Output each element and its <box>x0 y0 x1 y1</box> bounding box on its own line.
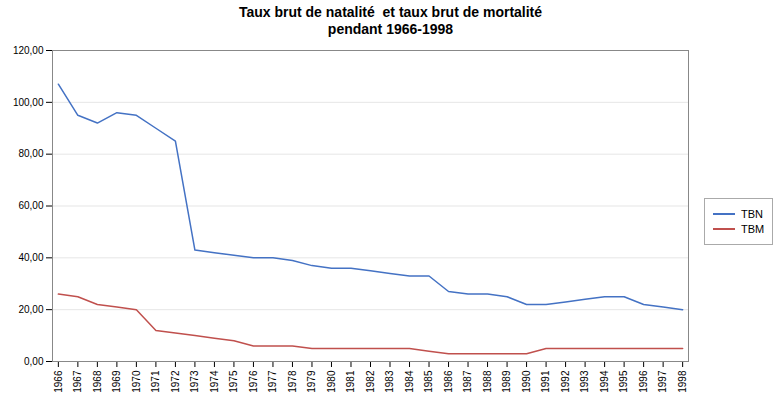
svg-text:1995: 1995 <box>618 370 629 393</box>
svg-text:0,00: 0,00 <box>24 356 44 367</box>
svg-text:1988: 1988 <box>482 370 493 393</box>
svg-text:1973: 1973 <box>189 370 200 393</box>
html-text:Taux brut de natalité et taux: Taux brut de natalité et taux brut de mo… <box>238 4 543 37</box>
svg-text:1994: 1994 <box>599 370 610 393</box>
svg-text:1998: 1998 <box>677 370 688 393</box>
svg-text:1983: 1983 <box>384 370 395 393</box>
svg-text:1969: 1969 <box>111 370 122 393</box>
svg-text:1977: 1977 <box>267 370 278 393</box>
svg-text:1991: 1991 <box>540 370 551 393</box>
svg-text:20,00: 20,00 <box>18 304 43 315</box>
html-text:TBN: TBN <box>741 208 763 220</box>
svg-text:1989: 1989 <box>501 370 512 393</box>
svg-text:1980: 1980 <box>326 370 337 393</box>
svg-text:1978: 1978 <box>287 370 298 393</box>
svg-text:1985: 1985 <box>423 370 434 393</box>
svg-text:1967: 1967 <box>72 370 83 393</box>
svg-text:1984: 1984 <box>404 370 415 393</box>
svg-text:1996: 1996 <box>638 370 649 393</box>
svg-text:1982: 1982 <box>365 370 376 393</box>
svg-text:1974: 1974 <box>209 370 220 393</box>
svg-text:1968: 1968 <box>92 370 103 393</box>
svg-text:1993: 1993 <box>579 370 590 393</box>
svg-text:1987: 1987 <box>462 370 473 393</box>
svg-text:1975: 1975 <box>228 370 239 393</box>
svg-text:100,00: 100,00 <box>13 97 44 108</box>
svg-text:1971: 1971 <box>150 370 161 393</box>
svg-text:1986: 1986 <box>443 370 454 393</box>
svg-text:1990: 1990 <box>521 370 532 393</box>
svg-text:80,00: 80,00 <box>18 148 43 159</box>
svg-text:1976: 1976 <box>248 370 259 393</box>
svg-text:60,00: 60,00 <box>18 200 43 211</box>
svg-text:1997: 1997 <box>657 370 668 393</box>
svg-text:1979: 1979 <box>306 370 317 393</box>
svg-text:120,00: 120,00 <box>13 45 44 56</box>
svg-text:40,00: 40,00 <box>18 252 43 263</box>
svg-text:1970: 1970 <box>131 370 142 393</box>
svg-text:1966: 1966 <box>53 370 64 393</box>
svg-text:1992: 1992 <box>560 370 571 393</box>
html-text:TBM: TBM <box>741 223 765 235</box>
svg-text:1972: 1972 <box>170 370 181 393</box>
svg-text:1981: 1981 <box>345 370 356 393</box>
